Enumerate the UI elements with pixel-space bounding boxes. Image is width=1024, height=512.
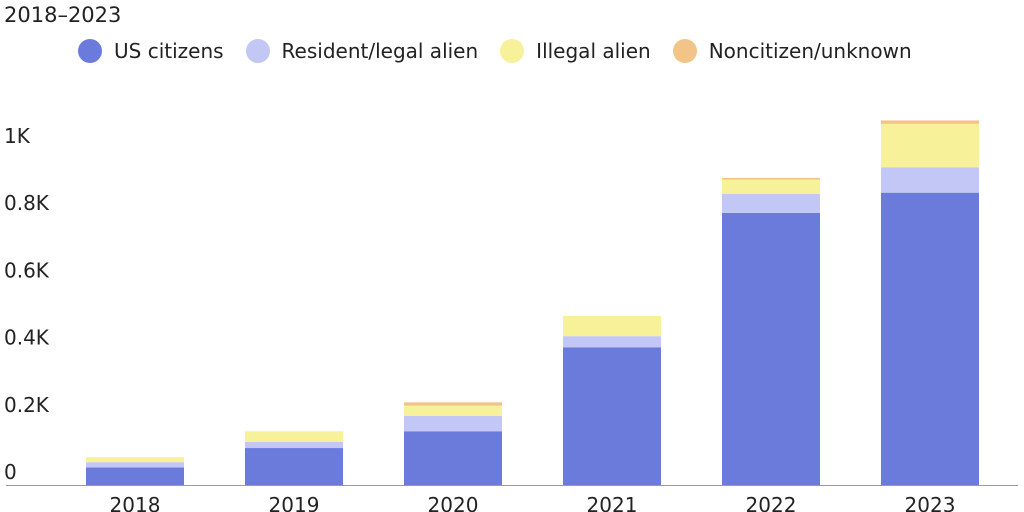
legend-swatch-us-citizens xyxy=(78,39,102,63)
y-tick-label: 0.4K xyxy=(4,326,50,350)
bar-segment-us-citizens-2021 xyxy=(563,347,661,485)
bar-segment-resident-legal-alien-2022 xyxy=(722,194,820,213)
bar-segment-noncitizen-unknown-2020 xyxy=(404,402,502,406)
bar-segment-us-citizens-2019 xyxy=(245,448,343,485)
bar-segment-illegal-alien-2023 xyxy=(881,123,979,168)
legend-swatch-noncitizen-unknown xyxy=(672,39,697,63)
bar-segment-resident-legal-alien-2019 xyxy=(245,441,343,449)
x-tick-label: 2019 xyxy=(269,493,320,512)
legend-swatch-illegal-alien xyxy=(500,39,525,63)
bar-segment-resident-legal-alien-2023 xyxy=(881,167,979,193)
bar-segment-illegal-alien-2018 xyxy=(86,457,184,463)
x-tick-label: 2022 xyxy=(746,493,797,512)
legend-label-us-citizens: US citizens xyxy=(114,39,224,63)
y-tick-label: 0.6K xyxy=(4,258,50,282)
x-tick-label: 2018 xyxy=(110,493,161,512)
y-tick-label: 1K xyxy=(4,124,31,148)
legend-label-noncitizen-unknown: Noncitizen/unknown xyxy=(708,39,912,63)
y-tick-label: 0 xyxy=(4,460,17,484)
chart-subtitle: 2018–2023 xyxy=(4,3,122,27)
legend-item-resident-legal-alien: Resident/legal alien xyxy=(245,39,479,63)
legend-item-us-citizens: US citizens xyxy=(78,39,224,63)
legend-swatch-resident-legal-alien xyxy=(245,39,270,63)
y-tick-label: 0.8K xyxy=(4,191,50,215)
bar-segment-noncitizen-unknown-2023 xyxy=(881,120,979,124)
x-tick-label: 2021 xyxy=(587,493,638,512)
y-tick-label: 0.2K xyxy=(4,393,50,417)
bar-segment-illegal-alien-2022 xyxy=(722,179,820,195)
bar-segment-illegal-alien-2019 xyxy=(245,431,343,442)
x-tick-label: 2020 xyxy=(428,493,479,512)
bar-segment-noncitizen-unknown-2022 xyxy=(722,177,820,180)
legend-label-resident-legal-alien: Resident/legal alien xyxy=(281,39,479,63)
legend-label-illegal-alien: Illegal alien xyxy=(536,39,651,63)
bar-segment-us-citizens-2023 xyxy=(881,192,979,485)
bar-segment-resident-legal-alien-2021 xyxy=(563,336,661,348)
bar-segment-illegal-alien-2021 xyxy=(563,315,661,337)
bar-segment-illegal-alien-2020 xyxy=(404,405,502,416)
x-tick-label: 2023 xyxy=(905,493,956,512)
bar-segment-us-citizens-2020 xyxy=(404,431,502,485)
legend-item-noncitizen-unknown: Noncitizen/unknown xyxy=(672,39,912,63)
bar-segment-resident-legal-alien-2018 xyxy=(86,462,184,468)
bar-segment-us-citizens-2022 xyxy=(722,212,820,485)
bar-segment-resident-legal-alien-2020 xyxy=(404,415,502,432)
legend: US citizens Resident/legal alien Illegal… xyxy=(78,36,912,66)
legend-item-illegal-alien: Illegal alien xyxy=(500,39,651,63)
bar-segment-us-citizens-2018 xyxy=(86,467,184,485)
